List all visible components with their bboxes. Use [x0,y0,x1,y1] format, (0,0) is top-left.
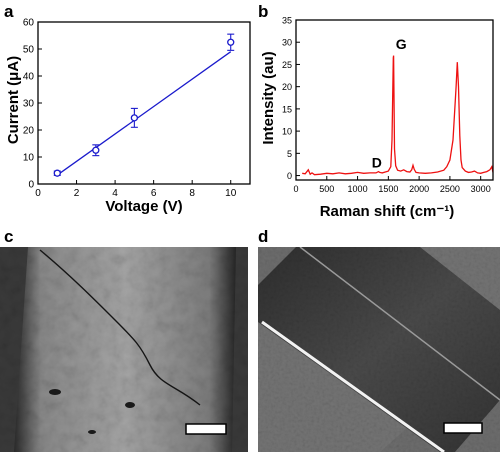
chart-b-xtick-label: 1000 [348,184,368,194]
chart-b-xtick-label: 0 [293,184,298,194]
chart-a-xtick-label: 4 [112,188,118,199]
panel-label-a: a [4,2,14,21]
chart-a-ytick-label: 0 [28,180,34,191]
panel-label-b: b [258,2,268,21]
chart-b-ytick-label: 0 [287,171,292,181]
chart-b-xtick-label: 2000 [409,184,429,194]
chart-b-peak-label: G [396,36,407,52]
scale-bar-c [185,423,227,435]
fiber-crack-line [39,249,201,406]
chart-a-ytick-label: 40 [23,72,35,83]
chart-b-xlabel: Raman shift (cm⁻¹) [320,203,455,220]
chart-a-xtick-label: 8 [189,188,195,199]
chart-b-peak-label: D [372,155,382,171]
chart-b-ytick-label: 20 [282,82,292,92]
chart-b: GD 0 500 1000 1500 2000 2500 30000510152025303… [260,16,494,220]
panel-label-c: c [4,227,13,246]
chart-a-marks [53,33,235,177]
chart-b-xtick-label: 2500 [440,184,460,194]
chart-b-axes: 0 500 1000 1500 2000 2500 3000 0 5 10 15 20 25 30 35 [282,16,494,194]
sem-image-c [0,247,248,452]
chart-b-ytick-label: 10 [282,127,292,137]
chart-a-xtick-label: 2 [74,188,80,199]
chart-a-frame [37,21,251,185]
chart-a-ytick-label: 60 [23,18,35,29]
chart-b-ytick-label: 30 [282,38,292,48]
chart-b-ytick-label: 35 [282,16,292,26]
chart-a-fit-line [56,51,232,176]
chart-b-xtick-label: 500 [319,184,334,194]
chart-b-marks: GD [302,36,494,176]
chart-a-xtick-label: 0 [35,188,41,199]
chart-a-ytick-label: 50 [23,45,35,56]
chart-a-point [130,114,139,122]
chart-a-xtick-label: 6 [151,188,157,199]
chart-a-xlabel: Voltage (V) [105,198,182,215]
chart-a: 0 2 4 6 8 10 0 10 20 30 40 50 60 Voltage (V) Current… [5,18,251,215]
scale-bar-d [443,422,483,434]
chart-b-ytick-label: 25 [282,60,292,70]
chart-a-ytick-label: 20 [23,126,35,137]
chart-a-point [53,169,61,177]
chart-b-xtick-label: 3000 [471,184,491,194]
chart-a-ytick-label: 30 [23,99,35,110]
chart-b-frame [295,19,494,181]
chart-a-ylabel: Current (μA) [5,56,22,144]
panel-label-d: d [258,227,268,246]
chart-a-point [227,38,235,46]
chart-b-spectrum-line [302,55,494,176]
sem-image-d [258,247,500,452]
chart-a-xtick-label: 10 [225,188,237,199]
chart-a-axes: 0 2 4 6 8 10 0 10 20 30 40 50 60 [23,18,251,199]
chart-b-ytick-label: 5 [287,149,292,159]
chart-b-xtick-label: 1500 [378,184,398,194]
chart-b-ytick-label: 15 [282,104,292,114]
chart-a-point [92,146,100,154]
chart-b-ylabel: Intensity (au) [260,51,277,144]
chart-a-ytick-label: 10 [23,153,35,164]
